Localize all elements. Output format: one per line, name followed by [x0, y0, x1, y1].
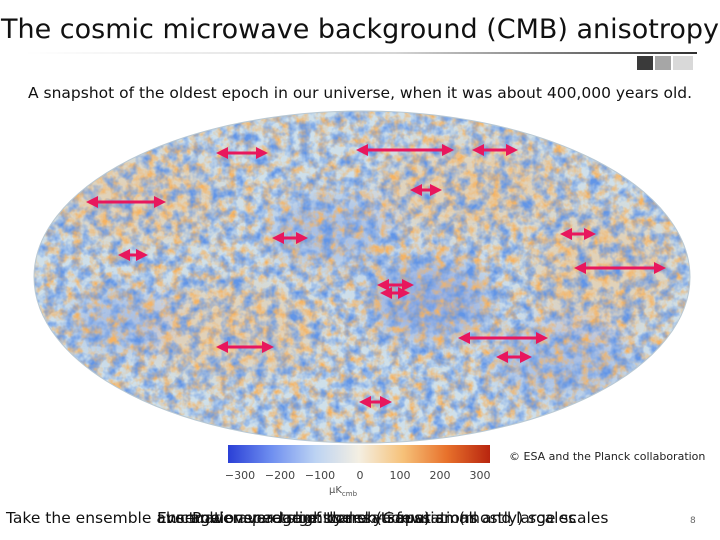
bottom-text-1: Take the ensemble average over a large s…: [6, 509, 430, 527]
colorbar-tick-label: 0: [356, 469, 364, 482]
colorbar-tick-label: 100: [389, 469, 411, 482]
title-gradient-bar: [25, 52, 697, 70]
slide-subtitle: A snapshot of the oldest epoch in our un…: [28, 84, 693, 102]
colorbar-unit-label: μKcmb: [329, 485, 358, 498]
temperature-colorbar: [228, 445, 490, 463]
colorbar-tick-label: −200: [264, 469, 296, 482]
colorbar-tick-label: 300: [469, 469, 491, 482]
colorbar-tick-label: −300: [224, 469, 256, 482]
scale-arrows: [86, 144, 666, 408]
image-credit: © ESA and the Planck collaboration: [509, 450, 706, 463]
page-number: 8: [690, 516, 696, 526]
map-background: [34, 111, 690, 443]
colorbar-tick-label: 200: [429, 469, 451, 482]
bottom-text-3: Fluctuations are slightly non-Gaussian (…: [157, 509, 577, 527]
bottom-text-2: Ensemble average of the sky separations: [157, 509, 478, 527]
bottom-text-4: Power spectrum: correlation at small and…: [192, 509, 609, 527]
colorbar-tick-label: −100: [304, 469, 336, 482]
slide-title: The cosmic microwave background (CMB) an…: [0, 14, 719, 45]
